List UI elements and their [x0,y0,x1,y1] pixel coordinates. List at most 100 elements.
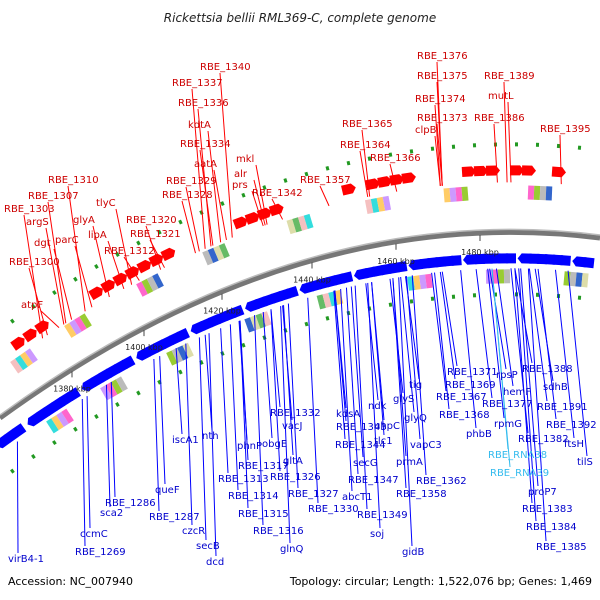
cog-block [364,195,392,215]
cog-block [316,289,344,310]
gc-marker [577,145,582,150]
gene-label: RBE_1316 [253,526,304,537]
leader-line [514,268,533,504]
leader-line [527,268,547,542]
gene-label: kdsA [336,409,360,420]
leader-line [181,200,196,254]
reverse-gene-arrow [502,253,517,264]
gc-marker [535,292,540,297]
gc-marker [325,165,330,171]
accession-text: Accession: NC_007940 [8,575,133,588]
gene-label: gltA [283,456,303,467]
leader-line [439,271,456,380]
leader-line [359,150,369,198]
leader-line [185,343,193,526]
leader-line [287,303,299,489]
gene-label: RBE_1340 [200,62,251,73]
cog-block [64,313,92,338]
cog-block [527,185,553,201]
gc-marker [367,156,372,161]
forward-gene-arrow [551,166,566,178]
gc-marker [94,414,99,420]
cog-block [202,243,230,266]
gene-label: RBE_1367 [436,392,487,403]
gene-label: RBE_1385 [536,542,587,553]
gc-marker [31,454,36,460]
leader-line [503,81,508,183]
leader-line [105,384,111,508]
gene-label: RBE_1349 [357,510,408,521]
reverse-gene-arrow [338,271,354,284]
leader-line [520,268,539,487]
gene-label: RBE_1287 [149,512,200,523]
leader-line [489,268,507,370]
page-title: Rickettsia bellii RML369-C, complete gen… [164,11,436,25]
gene-label: RBE_1347 [348,475,399,486]
leader-line [283,305,294,456]
gene-label: RBE_1374 [415,94,466,105]
leader-line [319,185,330,207]
gene-label: iscA1 [172,435,199,446]
reverse-gene-arrow [283,286,299,299]
gene-label: prs [232,180,248,191]
gene-label: RBE_1395 [540,124,591,135]
gene-label: RBE_1303 [4,204,55,215]
leader-line [392,278,407,489]
leader-line [271,198,284,220]
gene-label: RBE_1343 [336,422,387,433]
leader-line [367,282,381,529]
gene-label: proP7 [528,487,557,498]
gc-marker [346,160,351,166]
gene-label: dcd [206,557,224,568]
leader-line [398,277,413,547]
gene-label: RBE_1368 [439,410,490,421]
reverse-gene-arrow [556,255,571,266]
reverse-gene-arrow [175,328,190,342]
gene-features [0,142,595,474]
leader-line [213,169,227,240]
leader-line [365,283,379,401]
forward-gene-arrow [485,165,500,176]
leader-line [460,270,477,429]
gene-label: RBE_1332 [270,408,321,419]
leader-line [149,239,165,268]
gene-label: RBE_1342 [252,188,303,199]
gc-marker [283,178,288,183]
forward-gene-arrow [160,247,176,262]
leader-line [345,287,359,475]
reverse-gene-arrow [120,355,136,370]
gene-label: RBE_1388 [522,364,573,375]
gc-marker [178,219,183,225]
gene-label: RBE_1386 [474,113,525,124]
gene-label: aatA [194,159,217,170]
leader-line [567,270,588,457]
reverse-gene-arrow [392,261,408,273]
gene-label: RBE_1286 [105,498,156,509]
leader-line [334,290,347,422]
gene-label: RBE_1337 [172,78,223,89]
leader-line [436,81,443,186]
leader-line [361,129,371,197]
gene-label: RBE_1312 [104,246,155,257]
gene-label: RBE_1377 [482,399,533,410]
leader-line [537,268,557,420]
genome-backbone [0,229,600,421]
gene-label: RBE_1358 [396,489,447,500]
gene-label: RBE_1310 [48,175,99,186]
gene-label: ftsH [564,439,584,450]
leader-line [262,311,273,439]
forward-gene-arrow [232,216,248,230]
gene-label: RBE_1376 [417,51,468,62]
gene-label: nth [202,431,219,442]
gc-marker [472,293,477,298]
gene-label: RBE_1375 [417,71,468,82]
gene-label: mutL [488,91,514,102]
leader-line [145,225,162,270]
leader-line [123,256,140,281]
gc-marker [157,229,162,235]
gc-marker [10,468,15,474]
gc-marker [262,185,267,190]
leader-line [371,282,385,436]
cog-block [407,273,433,291]
